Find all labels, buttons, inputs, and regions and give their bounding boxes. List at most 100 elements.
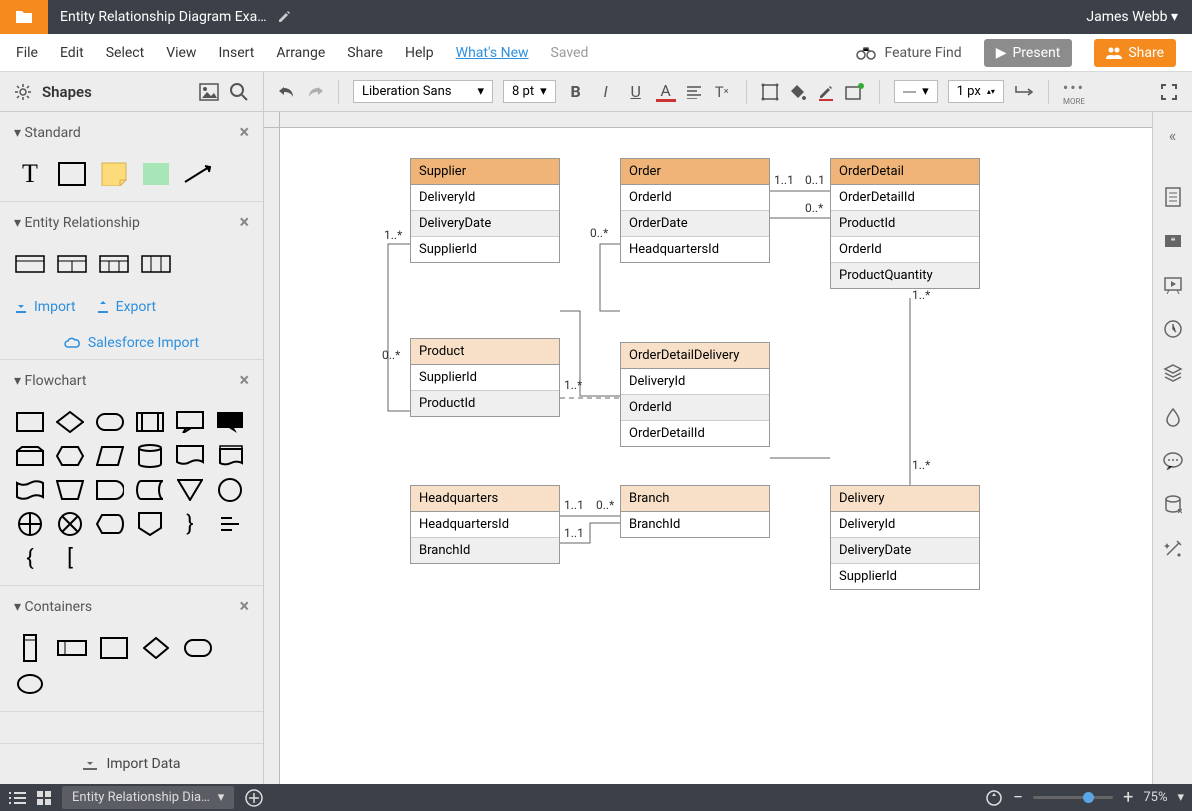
- fullscreen-icon[interactable]: [1160, 83, 1178, 101]
- fc-predef[interactable]: [134, 409, 166, 435]
- menu-share[interactable]: Share: [347, 45, 383, 61]
- shape-frame-icon[interactable]: [761, 83, 779, 101]
- entity-branch[interactable]: BranchBranchId: [620, 485, 770, 538]
- entity-supplier[interactable]: SupplierDeliveryIdDeliveryDateSupplierId: [410, 158, 560, 263]
- more-button[interactable]: •••MORE: [1063, 78, 1085, 106]
- fontsize-select[interactable]: 8 pt ▾: [503, 80, 556, 103]
- entity-odd[interactable]: OrderDetailDeliveryDeliveryIdOrderIdOrde…: [620, 342, 770, 447]
- export-link[interactable]: Export: [96, 299, 156, 315]
- fc-display[interactable]: [94, 511, 126, 537]
- fc-doc[interactable]: [174, 443, 206, 469]
- page-tab[interactable]: Entity Relationship Dia… ▾: [62, 786, 234, 809]
- layers-icon[interactable]: [1162, 362, 1184, 384]
- cont-1[interactable]: [14, 635, 46, 661]
- feature-find[interactable]: Feature Find: [856, 45, 961, 61]
- cat-containers[interactable]: ▾ Containers×: [0, 586, 263, 627]
- fc-multidoc[interactable]: [214, 443, 246, 469]
- fc-rect[interactable]: [14, 409, 46, 435]
- fc-hex[interactable]: [54, 443, 86, 469]
- font-select[interactable]: Liberation Sans▾: [353, 80, 493, 103]
- close-icon[interactable]: ×: [239, 596, 249, 617]
- cont-4[interactable]: [140, 635, 172, 661]
- menu-edit[interactable]: Edit: [60, 45, 84, 61]
- close-icon[interactable]: ×: [239, 212, 249, 233]
- history-icon[interactable]: [1162, 318, 1184, 340]
- import-link[interactable]: Import: [14, 299, 76, 315]
- line-arrow-icon[interactable]: [1014, 84, 1034, 100]
- fill-icon[interactable]: [789, 83, 807, 101]
- fc-diamond[interactable]: [54, 409, 86, 435]
- menu-arrange[interactable]: Arrange: [276, 45, 325, 61]
- er-shape-3[interactable]: [98, 251, 130, 277]
- style-icon[interactable]: [845, 83, 865, 101]
- redo-icon[interactable]: [306, 85, 324, 99]
- zoom-out[interactable]: −: [1013, 787, 1023, 808]
- fc-brace-r[interactable]: }: [174, 511, 206, 537]
- zoom-slider[interactable]: [1033, 796, 1113, 799]
- menu-help[interactable]: Help: [405, 45, 434, 61]
- user-menu[interactable]: James Webb ▾: [1072, 9, 1192, 25]
- entity-headquarters[interactable]: HeadquartersHeadquartersIdBranchId: [410, 485, 560, 564]
- drop-icon[interactable]: [1162, 406, 1184, 428]
- entity-order[interactable]: OrderOrderIdOrderDateHeadquartersId: [620, 158, 770, 263]
- salesforce-link[interactable]: Salesforce Import: [14, 335, 249, 351]
- comment-icon[interactable]: ❝: [1162, 230, 1184, 252]
- cat-standard[interactable]: ▾ Standard×: [0, 112, 263, 153]
- arrow-shape[interactable]: [182, 161, 214, 187]
- underline-icon[interactable]: U: [626, 82, 646, 102]
- list-icon[interactable]: [8, 791, 26, 805]
- fc-manual[interactable]: [14, 443, 46, 469]
- fc-or[interactable]: [54, 511, 86, 537]
- menu-insert[interactable]: Insert: [218, 45, 254, 61]
- share-button[interactable]: Share: [1094, 39, 1176, 67]
- presentation-icon[interactable]: [1162, 274, 1184, 296]
- textcolor-icon[interactable]: A: [656, 82, 676, 102]
- linewidth-select[interactable]: 1 px ▴▾: [948, 80, 1004, 103]
- fc-delay[interactable]: [94, 477, 126, 503]
- fc-para[interactable]: [94, 443, 126, 469]
- fc-trap[interactable]: [54, 477, 86, 503]
- italic-icon[interactable]: I: [596, 82, 616, 102]
- pen-icon[interactable]: [817, 83, 835, 101]
- fc-merge[interactable]: [174, 477, 206, 503]
- close-icon[interactable]: ×: [239, 122, 249, 143]
- align-icon[interactable]: [686, 85, 702, 99]
- entity-product[interactable]: ProductSupplierIdProductId: [410, 338, 560, 417]
- linestyle-select[interactable]: ▾: [894, 80, 938, 103]
- gear-icon[interactable]: [14, 83, 32, 101]
- clear-format-icon[interactable]: T×: [712, 82, 732, 102]
- er-shape-2[interactable]: [56, 251, 88, 277]
- entity-delivery[interactable]: DeliveryDeliveryIdDeliveryDateSupplierId: [830, 485, 980, 590]
- add-page-icon[interactable]: [244, 788, 264, 808]
- fc-offpage[interactable]: [134, 511, 166, 537]
- database-icon[interactable]: [1162, 494, 1184, 516]
- er-shape-1[interactable]: [14, 251, 46, 277]
- er-shape-4[interactable]: [140, 251, 172, 277]
- fc-stored[interactable]: [134, 477, 166, 503]
- entity-orderdetail[interactable]: OrderDetailOrderDetailIdProductIdOrderId…: [830, 158, 980, 289]
- fc-circle[interactable]: [214, 477, 246, 503]
- cat-flowchart[interactable]: ▾ Flowchart×: [0, 360, 263, 401]
- fc-terminator[interactable]: [94, 409, 126, 435]
- cont-5[interactable]: [182, 635, 214, 661]
- document-title[interactable]: Entity Relationship Diagram Exa…: [48, 9, 303, 25]
- magic-icon[interactable]: [1162, 538, 1184, 560]
- fc-brace-l[interactable]: {: [14, 545, 46, 571]
- grid-icon[interactable]: [36, 790, 52, 806]
- fc-tape[interactable]: [14, 477, 46, 503]
- close-icon[interactable]: ×: [239, 370, 249, 391]
- fc-callout2[interactable]: [214, 409, 246, 435]
- bold-icon[interactable]: B: [566, 82, 586, 102]
- autosave-icon[interactable]: [985, 789, 1003, 807]
- cat-er[interactable]: ▾ Entity Relationship×: [0, 202, 263, 243]
- search-icon[interactable]: [229, 82, 249, 102]
- note-shape[interactable]: [98, 161, 130, 187]
- page-icon[interactable]: [1162, 186, 1184, 208]
- menu-view[interactable]: View: [166, 45, 196, 61]
- zoom-value[interactable]: 75%: [1143, 790, 1167, 805]
- text-shape[interactable]: T: [14, 161, 46, 187]
- collapse-icon[interactable]: «: [1162, 124, 1184, 146]
- fc-note[interactable]: [214, 511, 246, 537]
- undo-icon[interactable]: [278, 85, 296, 99]
- fc-db[interactable]: [134, 443, 166, 469]
